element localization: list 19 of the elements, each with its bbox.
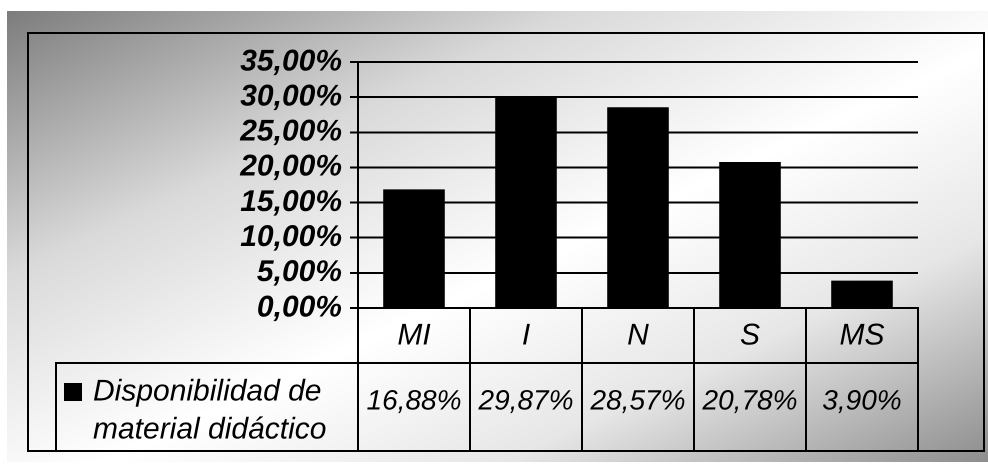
x-tick-label: S bbox=[740, 318, 760, 352]
x-tick-label: MS bbox=[840, 318, 884, 352]
data-label: 28,57% bbox=[590, 384, 686, 416]
x-tick-label: MI bbox=[397, 318, 431, 352]
y-tick-label: 20,00% bbox=[239, 150, 342, 183]
y-tick-label: 35,00% bbox=[240, 44, 342, 78]
y-tick-label: 25,00% bbox=[239, 114, 342, 148]
data-label: 29,87% bbox=[478, 384, 574, 416]
y-tick-label: 15,00% bbox=[240, 184, 342, 218]
y-tick-label: 5,00% bbox=[256, 255, 342, 288]
x-tick-label: I bbox=[522, 318, 530, 352]
y-tick-label: 30,00% bbox=[240, 79, 342, 112]
data-label: 3,90% bbox=[822, 384, 902, 416]
y-tick-label: 10,00% bbox=[240, 220, 342, 253]
data-label: 16,88% bbox=[366, 384, 462, 416]
x-tick-label: N bbox=[627, 318, 650, 352]
y-tick-label: 0,00% bbox=[256, 290, 342, 324]
data-label: 20,78% bbox=[702, 384, 798, 416]
legend-label: Disponibilidad de material didáctico bbox=[93, 374, 326, 446]
